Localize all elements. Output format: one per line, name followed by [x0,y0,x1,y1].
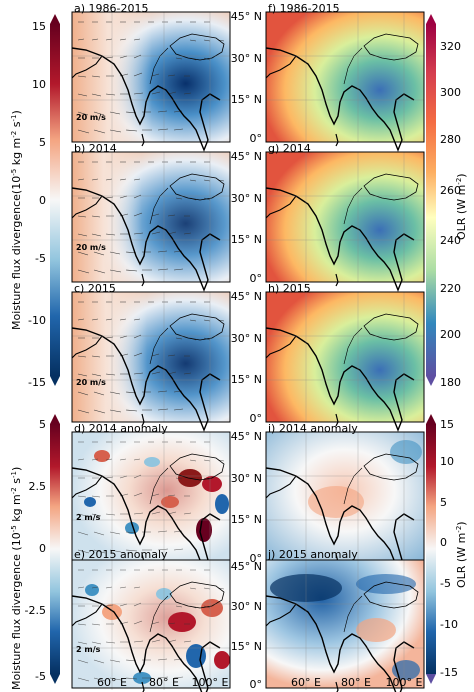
colorbar-tick: 5 [39,136,46,149]
colorbar-tick: 0 [39,194,46,207]
lat-tick: 45° N [231,560,262,573]
lat-tick: 45° N [231,430,262,443]
lat-tick: 45° N [231,290,262,303]
colorbar-tick: 300 [440,86,461,99]
panel-label-b: b) 2014 [74,142,117,155]
colorbar-label-olr-anomaly: OLR (W m-2) [455,521,468,588]
colorbar-tick: 10 [32,78,46,91]
colorbar-tick: 0 [440,536,447,549]
panel-f [265,11,425,151]
colorbar-olr: 320 300 280 260 240 220 200 180 OLR (W m… [426,14,468,389]
colorbar-tick: 2.5 [29,480,47,493]
lat-tick: 15° N [231,93,262,106]
colorbar-tick: -5 [440,577,451,590]
vector-scale-c: 20 m/s [76,378,106,387]
panel-i [265,431,425,571]
lat-tick: 0° [250,272,263,285]
colorbar-tick: 10 [440,455,454,468]
vector-scale-e: 2 m/s [76,645,101,654]
panel-b [71,151,231,291]
lat-tick: 30° N [231,472,262,485]
vector-scale-a: 20 m/s [76,113,106,122]
lat-tick: 0° [250,678,263,691]
colorbar-tick: 220 [440,282,461,295]
colorbar-olr-anomaly: 15 10 5 0 -5 -10 -15 OLR (W m-2) [426,414,468,684]
panel-label-e: e) 2015 anomaly [74,548,168,561]
lat-tick: 30° N [231,52,262,65]
colorbar-tick: -2.5 [25,604,46,617]
vector-scale-d: 2 m/s [76,513,101,522]
colorbar-tick: -15 [440,666,458,679]
lat-tick: 30° N [231,192,262,205]
lon-tick: 100° E [192,676,229,689]
colorbar-tick: -10 [28,314,46,327]
lat-tick: 0° [250,552,263,565]
panel-label-g: g) 2014 [268,142,311,155]
panel-label-j: j) 2015 anomaly [267,548,358,561]
lon-tick: 100° E [386,676,423,689]
lon-tick: 60° E [291,676,321,689]
colorbar-tick: 240 [440,234,461,247]
colorbar-tick: 5 [39,418,46,431]
lat-tick: 15° N [231,640,262,653]
colorbar-tick: -5 [35,252,46,265]
panel-g [265,151,425,291]
lat-tick: 30° N [231,600,262,613]
lat-tick: 15° N [231,233,262,246]
colorbar-tick: -5 [35,670,46,683]
panel-label-c: c) 2015 [74,282,116,295]
colorbar-label-olr: OLR (W m-2) [455,173,468,240]
colorbar-label-divergence: Moisture flux divergence(10-5 kg m-2 s-1… [10,110,23,330]
colorbar-tick: 280 [440,133,461,146]
panel-a [71,11,231,151]
panel-d [71,431,231,571]
panel-h [265,291,425,431]
lon-ticks: 60° E 80° E 100° E 60° E 80° E 100° E [97,676,422,689]
lon-tick: 60° E [97,676,127,689]
colorbar-tick: -10 [440,618,458,631]
panel-e [71,559,231,692]
colorbar-label-divergence-anomaly: Moisture flux divergence (10-5 kg m-2 s-… [10,467,23,690]
panel-label-i: i) 2014 anomaly [268,422,358,435]
lat-tick: 30° N [231,332,262,345]
colorbar-tick: 5 [440,496,447,509]
colorbar-tick: 180 [440,376,461,389]
lat-ticks: 45° N 30° N 15° N 0° 45° N 30° N 15° N 0… [231,10,262,691]
panel-label-a: a) 1986-2015 [74,2,149,15]
panel-c [71,291,231,431]
lat-tick: 0° [250,132,263,145]
colorbar-tick: 320 [440,40,461,53]
colorbar-divergence: 15 10 5 0 -5 -10 -15 Moisture flux diver… [10,14,60,389]
lon-tick: 80° E [149,676,179,689]
vector-scale-b: 20 m/s [76,243,106,252]
lon-tick: 80° E [341,676,371,689]
colorbar-tick: 260 [440,184,461,197]
panel-label-d: d) 2014 anomaly [74,422,168,435]
panel-label-f: f) 1986-2015 [268,2,340,15]
lat-tick: 15° N [231,373,262,386]
colorbar-tick: 0 [39,542,46,555]
lat-tick: 45° N [231,10,262,23]
colorbar-tick: 15 [440,418,454,431]
lat-tick: 0° [250,412,263,425]
colorbar-divergence-anomaly: 5 2.5 0 -2.5 -5 Moisture flux divergence… [10,414,60,690]
lat-tick: 15° N [231,513,262,526]
panel-label-h: h) 2015 [268,282,311,295]
colorbar-tick: -15 [28,376,46,389]
colorbar-tick: 200 [440,328,461,341]
colorbar-tick: 15 [32,20,46,33]
lat-tick: 45° N [231,150,262,163]
panel-j [265,559,425,692]
